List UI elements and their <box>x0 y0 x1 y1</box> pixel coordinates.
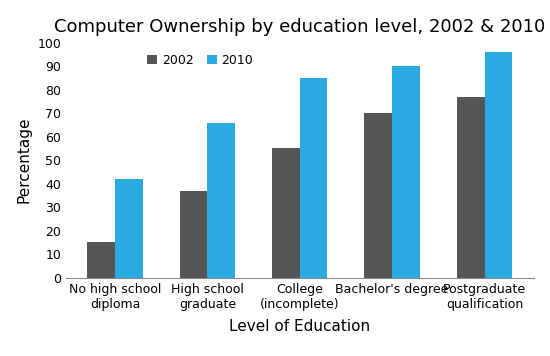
Legend: 2002, 2010: 2002, 2010 <box>142 49 258 72</box>
Bar <box>180 191 207 278</box>
Y-axis label: Percentage: Percentage <box>16 117 32 203</box>
Bar <box>87 242 115 278</box>
Bar <box>115 179 142 278</box>
Bar <box>392 66 420 278</box>
Bar <box>365 113 392 278</box>
X-axis label: Level of Education: Level of Education <box>229 319 370 334</box>
Bar <box>485 52 512 278</box>
Bar <box>300 78 327 278</box>
Bar <box>207 122 235 278</box>
Bar <box>272 148 300 278</box>
Title: Computer Ownership by education level, 2002 & 2010: Computer Ownership by education level, 2… <box>54 17 546 36</box>
Bar <box>457 97 485 278</box>
